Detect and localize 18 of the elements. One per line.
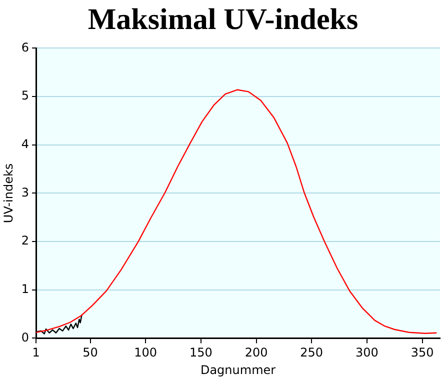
chart-title: Maksimal UV-indeks bbox=[86, 2, 360, 38]
y-tick-label: 3 bbox=[21, 185, 30, 200]
x-tick-label: 250 bbox=[300, 346, 324, 360]
y-tick-label: 4 bbox=[21, 136, 30, 151]
y-axis-title: UV-indeks bbox=[1, 163, 16, 224]
x-tick-label: 300 bbox=[356, 346, 378, 360]
y-tick-label: 5 bbox=[21, 88, 30, 103]
y-tick-label: 0 bbox=[21, 330, 30, 344]
x-tick-label: 50 bbox=[82, 346, 98, 360]
x-tick-label: 1 bbox=[32, 346, 40, 360]
x-tick-label: 100 bbox=[134, 346, 158, 360]
y-tick-label: 6 bbox=[21, 40, 30, 54]
x-tick-label: 350 bbox=[410, 346, 434, 360]
x-tick-label: 150 bbox=[189, 346, 212, 360]
y-tick-label: 2 bbox=[21, 234, 30, 248]
x-axis-title: Dagnummer bbox=[200, 362, 276, 377]
x-tick-label: 200 bbox=[244, 346, 268, 360]
y-tick-label: 1 bbox=[21, 282, 30, 296]
